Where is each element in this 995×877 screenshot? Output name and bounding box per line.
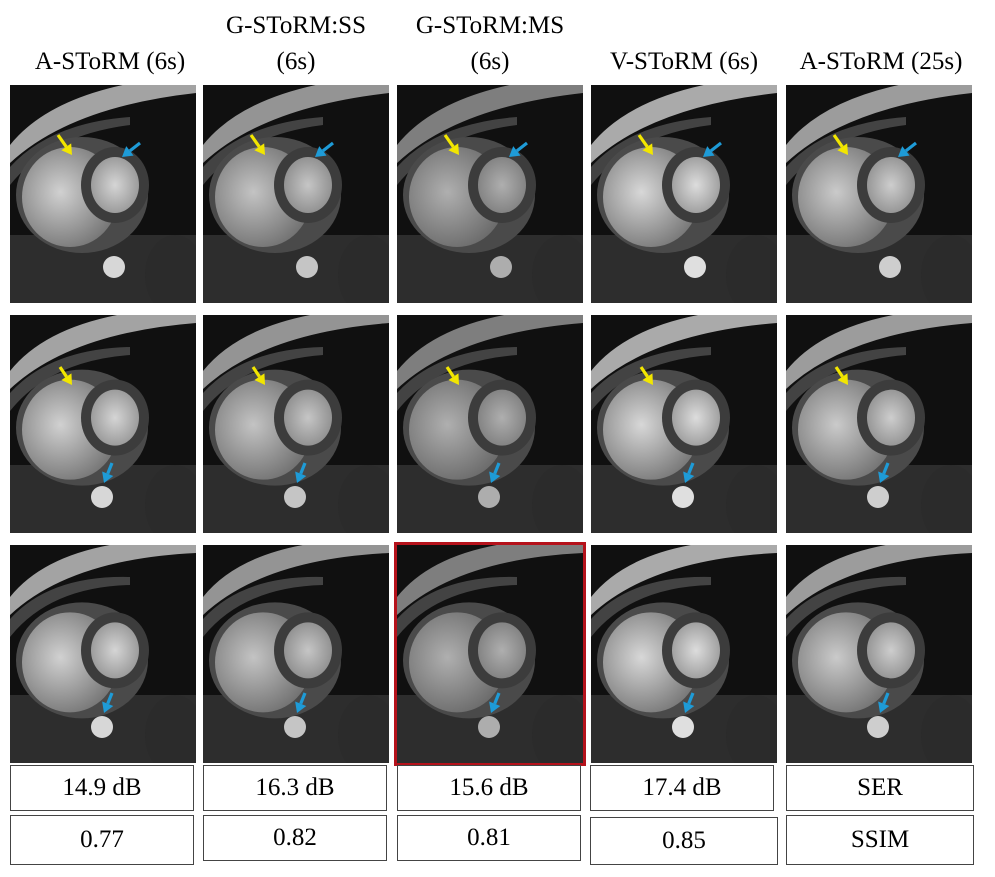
mri-image-r3-c3 [394, 542, 586, 766]
column-header-4-line2: V-SToRM (6s) [609, 48, 759, 75]
column-header-1-line1 [12, 8, 208, 44]
column-header-2: G-SToRM:SS (6s) [198, 8, 394, 80]
mri-image-r3-c1 [10, 545, 196, 763]
column-header-4-line1 [586, 8, 782, 44]
mri-image-r3-c2 [203, 545, 389, 763]
mri-image-r2-c1 [10, 315, 196, 533]
mri-image-r2-c3 [397, 315, 583, 533]
mri-image-r3-c5 [786, 545, 972, 763]
column-header-5: A-SToRM (25s) [783, 8, 979, 80]
ser-cell-2: 16.3 dB [203, 765, 387, 811]
column-header-2-line1: G-SToRM:SS [226, 12, 366, 39]
column-header-3-line1: G-SToRM:MS [415, 12, 565, 39]
ser-cell-3: 15.6 dB [397, 765, 581, 811]
ser-cell-4: 17.4 dB [590, 765, 774, 811]
mri-image-r2-c4 [591, 315, 777, 533]
column-header-3-line2: (6s) [470, 48, 510, 75]
ssim-label-cell: SSIM [786, 815, 974, 865]
column-header-3: G-SToRM:MS (6s) [392, 8, 588, 80]
mri-image-r2-c2 [203, 315, 389, 533]
ssim-cell-2: 0.82 [203, 815, 387, 861]
mri-image-r1-c4 [591, 85, 777, 303]
column-header-5-line2: A-SToRM (25s) [799, 48, 963, 75]
mri-image-r1-c1 [10, 85, 196, 303]
ssim-cell-1: 0.77 [10, 815, 194, 865]
mri-image-r1-c3 [397, 85, 583, 303]
mri-image-r2-c5 [786, 315, 972, 533]
ssim-cell-3: 0.81 [397, 815, 581, 861]
column-header-4: V-SToRM (6s) [586, 8, 782, 80]
column-header-1-line2: A-SToRM (6s) [34, 48, 186, 75]
column-header-1: A-SToRM (6s) [12, 8, 208, 80]
mri-image-r3-c4 [591, 545, 777, 763]
mri-image-r1-c2 [203, 85, 389, 303]
ser-label-cell: SER [786, 765, 974, 811]
column-header-2-line2: (6s) [276, 48, 316, 75]
ser-cell-1: 14.9 dB [10, 765, 194, 811]
ssim-cell-4: 0.85 [590, 817, 778, 865]
column-header-5-line1 [783, 8, 979, 44]
mri-image-r1-c5 [786, 85, 972, 303]
